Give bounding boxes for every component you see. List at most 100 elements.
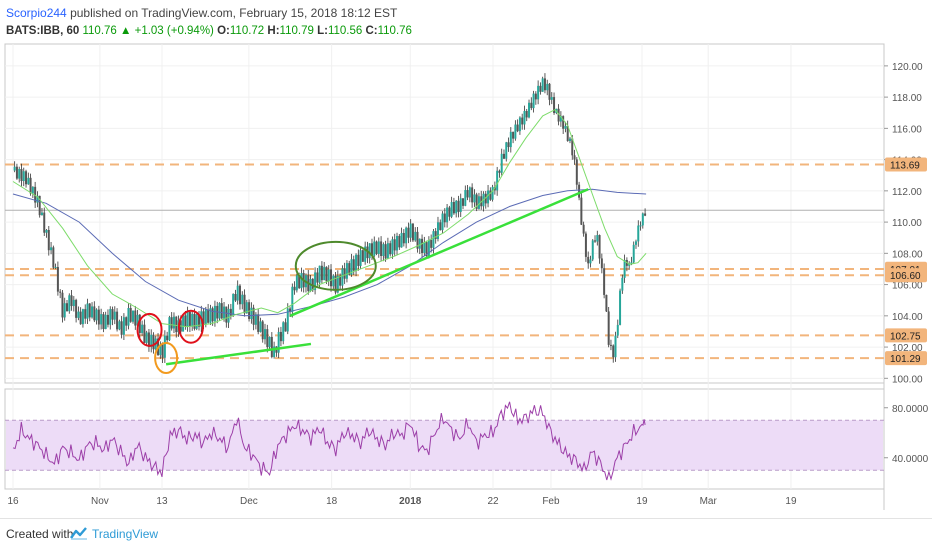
candle-body-232	[541, 78, 544, 92]
candle-body-136	[323, 266, 326, 281]
author-link[interactable]: Scorpio244	[6, 6, 67, 20]
candle-body-272	[632, 244, 635, 263]
price-badge-3	[885, 328, 927, 343]
candle-body-7	[29, 177, 32, 194]
candle-body-152	[359, 250, 362, 266]
price-tick-label-0: 100.00	[892, 374, 923, 385]
candle-body-166	[391, 239, 394, 255]
candle-body-151	[357, 254, 360, 266]
candle-body-24	[68, 295, 71, 312]
candle-body-11	[38, 195, 41, 216]
candle-body-216	[505, 142, 508, 159]
created-with-text: Created with	[6, 527, 74, 541]
candle-body-219	[512, 131, 515, 139]
candle-body-4	[22, 171, 25, 181]
candle-body-96	[232, 294, 235, 316]
candle-body-117	[279, 331, 282, 342]
candle-body-277	[644, 213, 647, 216]
candle-body-145	[343, 268, 346, 279]
candle-body-133	[316, 272, 319, 283]
candle-body-197	[462, 198, 465, 206]
candle-body-32	[86, 303, 89, 319]
tradingview-brand[interactable]: TradingView	[92, 527, 159, 541]
candle-body-67	[166, 335, 169, 341]
candle-body-221	[516, 124, 519, 132]
symbol-label[interactable]: BATS:IBB, 60	[6, 25, 80, 37]
slow-moving-average	[12, 188, 647, 317]
candle-body-192	[450, 202, 453, 217]
candle-body-12	[40, 212, 43, 216]
candle-body-172	[405, 227, 408, 244]
candle-body-93	[225, 306, 228, 323]
candle-body-247	[575, 159, 578, 185]
candle-body-22	[63, 303, 66, 318]
time-label-2: 13	[156, 496, 168, 507]
candle-body-28	[77, 311, 80, 318]
candle-body-268	[623, 260, 626, 278]
candle-body-196	[459, 198, 462, 212]
candle-body-114	[273, 346, 276, 357]
price-tick-label-5: 110.00	[892, 218, 922, 229]
candle-body-173	[407, 227, 410, 238]
candle-body-36	[95, 309, 98, 321]
rsi-tick-label-1: 40.0000	[892, 454, 929, 465]
last-price: 110.76	[82, 25, 117, 37]
candle-body-45	[116, 311, 119, 330]
candle-body-107	[257, 314, 260, 332]
open-label: O:	[217, 25, 230, 37]
candle-body-203	[475, 194, 478, 209]
candle-body-209	[489, 190, 492, 200]
price-badge-label-4: 101.29	[890, 354, 921, 365]
candle-body-18	[54, 266, 57, 268]
candle-body-108	[259, 321, 262, 332]
tradingview-logo-icon[interactable]	[69, 525, 89, 541]
candle-body-43	[111, 309, 114, 320]
candle-body-138	[327, 269, 330, 282]
candle-body-177	[416, 231, 419, 249]
candle-body-17	[52, 247, 55, 268]
candle-body-99	[238, 285, 241, 305]
candle-body-39	[102, 314, 105, 330]
candle-body-125	[298, 275, 301, 289]
published-text: published on TradingView.com, February 1…	[70, 6, 398, 20]
candle-body-50	[127, 307, 130, 326]
candle-body-2	[18, 169, 21, 179]
candle-body-58	[145, 332, 148, 343]
candle-body-1	[15, 166, 18, 179]
candle-body-190	[446, 207, 449, 223]
price-tick-label-9: 118.00	[892, 93, 922, 104]
candle-body-59	[147, 332, 150, 347]
candle-body-46	[118, 321, 121, 330]
price-pane[interactable]	[4, 43, 885, 384]
candle-body-144	[341, 268, 344, 286]
candle-body-44	[113, 311, 116, 320]
candle-body-77	[188, 311, 191, 327]
candle-body-49	[125, 317, 128, 326]
candle-body-135	[320, 265, 323, 281]
publish-line: Scorpio244 published on TradingView.com,…	[6, 6, 397, 20]
candle-body-124	[295, 275, 298, 291]
candle-body-189	[443, 213, 446, 223]
rsi-tick-label-0: 80.0000	[892, 404, 929, 415]
candle-body-162	[382, 244, 385, 256]
candle-body-38	[100, 314, 103, 325]
candle-body-253	[589, 259, 592, 264]
candle-body-53	[134, 310, 137, 326]
close-label: C:	[365, 25, 378, 37]
candle-body-19	[56, 266, 59, 292]
candle-body-199	[466, 190, 469, 198]
candle-body-14	[45, 230, 48, 233]
candle-body-122	[291, 286, 294, 313]
candle-body-84	[204, 309, 207, 324]
candle-body-271	[630, 262, 633, 264]
high-label: H:	[267, 25, 280, 37]
candle-body-249	[580, 197, 583, 225]
candle-body-29	[79, 311, 82, 325]
candle-body-95	[229, 308, 232, 316]
candle-body-264	[614, 335, 617, 358]
time-label-5: 2018	[399, 496, 422, 507]
price-tick-label-8: 116.00	[892, 124, 922, 135]
price-chart[interactable]: 100.00 102.00 104.00 106.00 108.00 110.00 112.…	[0, 0, 932, 518]
candle-body-25	[70, 295, 73, 307]
low-label: L:	[317, 25, 328, 37]
